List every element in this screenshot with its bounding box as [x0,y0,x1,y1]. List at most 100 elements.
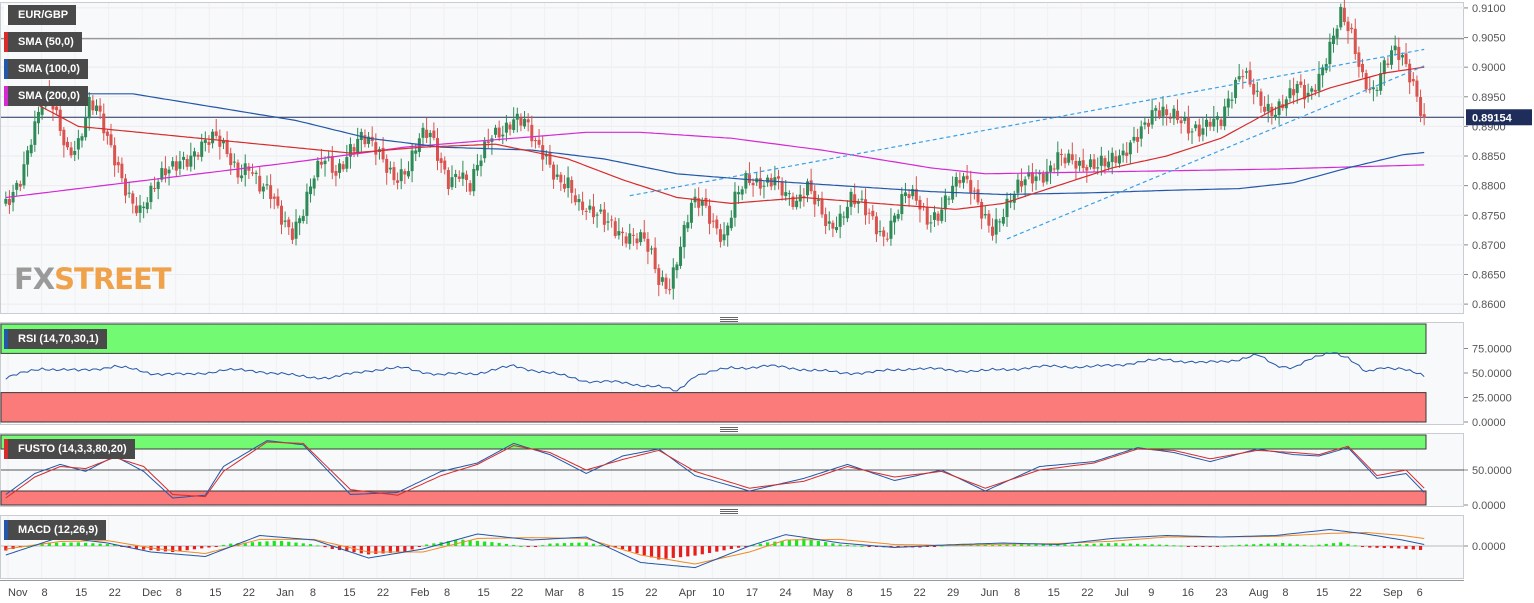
macd-bar-positive [838,544,842,546]
bearish-candle [936,213,940,221]
macd-bar-positive [845,544,850,546]
bearish-candle [105,131,109,136]
bullish-candle [428,132,432,138]
bullish-candle [1237,76,1241,80]
bullish-candle [744,173,748,189]
macd-bar-positive [1281,543,1285,546]
bullish-candle [406,171,410,177]
bearish-candle [1248,70,1252,85]
bullish-candle [410,150,414,172]
bullish-candle [729,217,733,229]
bullish-candle [298,218,302,224]
bullish-candle [4,198,8,204]
price-axis-label: 0.8950 [1472,92,1506,104]
time-axis-label: Jan [276,587,294,599]
macd-bar-negative [381,546,385,554]
bullish-candle [15,182,19,190]
macd-bar-negative [1368,546,1372,548]
bullish-candle [787,193,791,195]
bearish-candle [1313,89,1317,92]
time-axis-label: 8 [176,587,182,599]
bearish-candle [1342,7,1346,22]
bearish-candle [980,202,984,219]
bullish-candle [675,264,679,271]
fusto-axis-label: 0.0000 [1472,500,1506,512]
sma100-legend[interactable]: SMA (100,0) [4,59,88,79]
bullish-candle [1132,136,1136,141]
panel-resize-handle-rsi[interactable] [720,316,738,322]
bullish-candle [842,216,846,218]
bearish-candle [392,167,396,181]
macd-bar-positive [1324,543,1328,546]
bearish-candle [58,109,62,131]
symbol-label[interactable]: EUR/GBP [4,5,77,25]
bearish-candle [1092,159,1096,169]
macd-bar-positive [562,543,567,546]
macd-bar-negative [744,546,748,547]
bullish-candle [1266,103,1270,112]
bullish-candle [816,199,820,201]
bearish-candle [914,189,918,201]
bearish-candle [443,160,447,170]
bearish-candle [508,124,512,130]
bullish-candle [312,178,316,189]
bullish-candle [232,161,236,163]
bullish-candle [261,186,265,192]
bearish-candle [98,105,102,112]
bearish-candle [446,170,450,189]
bullish-candle [940,209,944,221]
time-axis-label: 22 [1081,587,1093,599]
bullish-candle [737,192,741,195]
price-axis-label: 0.8700 [1472,240,1506,252]
bullish-candle [182,156,186,160]
macd-bar-negative [1418,546,1423,550]
sma200-legend[interactable]: SMA (200,0) [4,86,88,106]
bullish-candle [911,188,915,197]
bullish-candle [650,248,654,250]
bearish-candle [1252,83,1256,95]
bearish-candle [1030,172,1034,184]
macd-bar-positive [308,544,313,546]
macd-bar-positive [758,543,762,546]
panel-resize-handle-fusto[interactable] [720,426,738,432]
macd-bar-positive [1150,544,1154,546]
sma50-legend[interactable]: SMA (50,0) [4,32,82,52]
price-axis-label: 0.8650 [1472,269,1506,281]
fusto-legend[interactable]: FUSTO (14,3,3,80,20) [4,439,135,459]
macd-bar-negative [323,546,327,548]
bearish-candle [1070,154,1074,161]
bearish-candle [646,238,650,252]
macd-bar-positive [1019,544,1024,546]
bearish-candle [809,180,813,192]
macd-bar-positive [229,543,233,546]
bullish-candle [95,105,99,112]
price-axis-label: 0.8850 [1472,151,1506,163]
macd-bar-positive [853,545,857,547]
macd-bar-negative [1382,546,1386,548]
macd-bar-positive [221,544,226,546]
rsi-legend[interactable]: RSI (14,70,30,1) [4,329,107,349]
macd-bar-positive [555,543,559,546]
panel-resize-handle-macd[interactable] [720,508,738,514]
macd-bar-negative [1194,546,1198,547]
bearish-candle [642,232,646,239]
bullish-candle [1190,131,1194,133]
bearish-candle [1361,63,1365,73]
macd-bar-negative [918,546,922,548]
bearish-candle [1411,79,1415,82]
macd-bar-negative [345,546,349,552]
bullish-candle [595,214,599,216]
rsi-axis-label: 50.0000 [1472,368,1512,380]
bullish-candle [1400,54,1404,58]
time-axis-label: 23 [1215,587,1227,599]
macd-legend[interactable]: MACD (12,26,9) [4,520,107,540]
macd-bar-positive [519,545,523,547]
macd-bar-positive [105,544,109,546]
bearish-candle [751,182,755,186]
bearish-candle [435,138,439,161]
bearish-candle [69,147,73,156]
macd-bar-negative [207,546,211,548]
bullish-candle [954,177,958,187]
time-axis-label: Aug [1249,587,1269,599]
